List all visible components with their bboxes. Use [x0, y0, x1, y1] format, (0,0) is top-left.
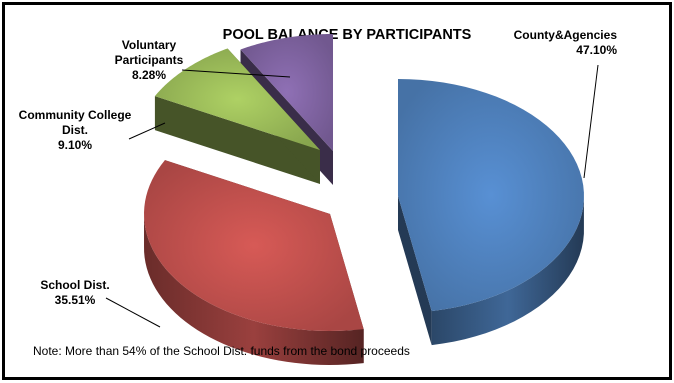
- pie-slice-3: [154, 48, 320, 184]
- leader-line-4: [181, 69, 291, 78]
- pie-slice-2: [144, 160, 364, 365]
- slice-side-1: [398, 196, 432, 346]
- slice-side-3: [154, 96, 320, 184]
- slice-top-2: [144, 160, 364, 331]
- slice-value-label-4: 8.28%: [132, 68, 166, 82]
- slice-wall-1: [431, 192, 584, 346]
- slice-top-4: [240, 34, 333, 151]
- slice-name-label-4: Voluntary: [122, 38, 177, 52]
- pie-slice-1: [398, 79, 584, 346]
- leader-line-2: [105, 297, 161, 328]
- pie-slices: [144, 34, 584, 365]
- chart-title: POOL BALANCE BY PARTICIPANTS: [223, 27, 472, 43]
- chart-note: Note: More than 54% of the School Dist. …: [33, 344, 410, 358]
- slice-top-1: [398, 79, 584, 312]
- slice-name-label-4: Participants: [115, 53, 184, 67]
- slice-name-label-1: County&Agencies: [514, 28, 618, 42]
- slice-value-label-1: 47.10%: [576, 43, 617, 57]
- slice-value-label-2: 35.51%: [55, 293, 96, 307]
- slice-wall-2: [144, 212, 364, 365]
- slice-top-3: [154, 48, 320, 150]
- slice-name-label-3: Community College: [19, 108, 132, 122]
- slice-name-label-2: School Dist.: [40, 278, 109, 292]
- leader-line-1: [583, 64, 599, 179]
- slice-name-label-3: Dist.: [62, 123, 88, 137]
- slice-value-label-3: 9.10%: [58, 138, 92, 152]
- leader-line-3: [128, 122, 166, 140]
